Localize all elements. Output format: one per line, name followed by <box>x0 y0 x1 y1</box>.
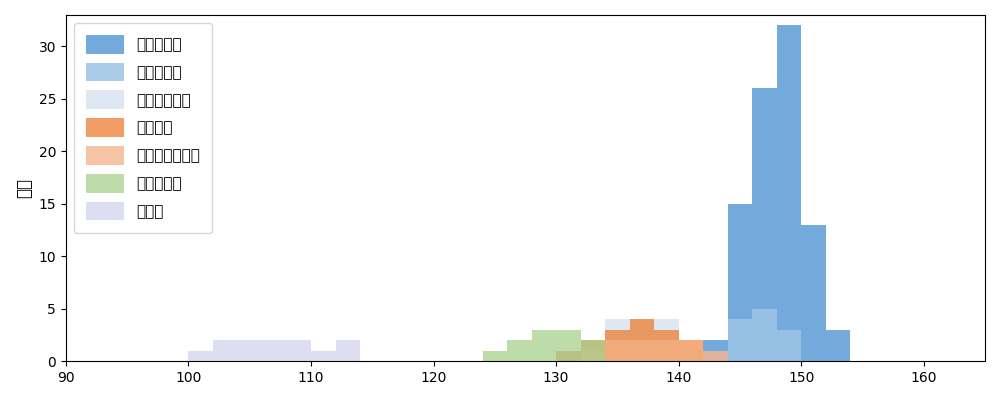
Bar <box>728 204 752 361</box>
Bar <box>679 351 703 361</box>
Bar <box>777 330 801 361</box>
Bar <box>532 330 556 361</box>
Bar <box>556 330 581 361</box>
Bar <box>213 340 237 361</box>
Bar <box>654 340 679 361</box>
Bar <box>581 351 605 361</box>
Bar <box>801 225 826 361</box>
Bar <box>605 340 630 361</box>
Bar <box>703 351 728 361</box>
Bar <box>483 351 507 361</box>
Bar <box>262 340 286 361</box>
Bar <box>703 340 728 361</box>
Bar <box>581 340 605 361</box>
Bar <box>556 351 581 361</box>
Bar <box>752 309 777 361</box>
Legend: ストレート, ツーシーム, カットボール, フォーク, チェンジアップ, スライダー, カーブ: ストレート, ツーシーム, カットボール, フォーク, チェンジアップ, スライ… <box>74 23 212 232</box>
Bar <box>630 319 654 361</box>
Bar <box>826 330 850 361</box>
Bar <box>630 340 654 361</box>
Bar <box>679 340 703 361</box>
Bar <box>556 351 581 361</box>
Bar <box>654 319 679 361</box>
Bar <box>507 340 532 361</box>
Bar <box>728 319 752 361</box>
Y-axis label: 球数: 球数 <box>15 178 33 198</box>
Bar <box>188 351 213 361</box>
Bar <box>777 26 801 361</box>
Bar <box>311 351 336 361</box>
Bar <box>752 88 777 361</box>
Bar <box>654 330 679 361</box>
Bar <box>679 340 703 361</box>
Bar <box>237 340 262 361</box>
Bar <box>286 340 311 361</box>
Bar <box>605 319 630 361</box>
Bar <box>581 340 605 361</box>
Bar <box>581 340 605 361</box>
Bar <box>336 340 360 361</box>
Bar <box>605 330 630 361</box>
Bar <box>703 351 728 361</box>
Bar <box>630 319 654 361</box>
